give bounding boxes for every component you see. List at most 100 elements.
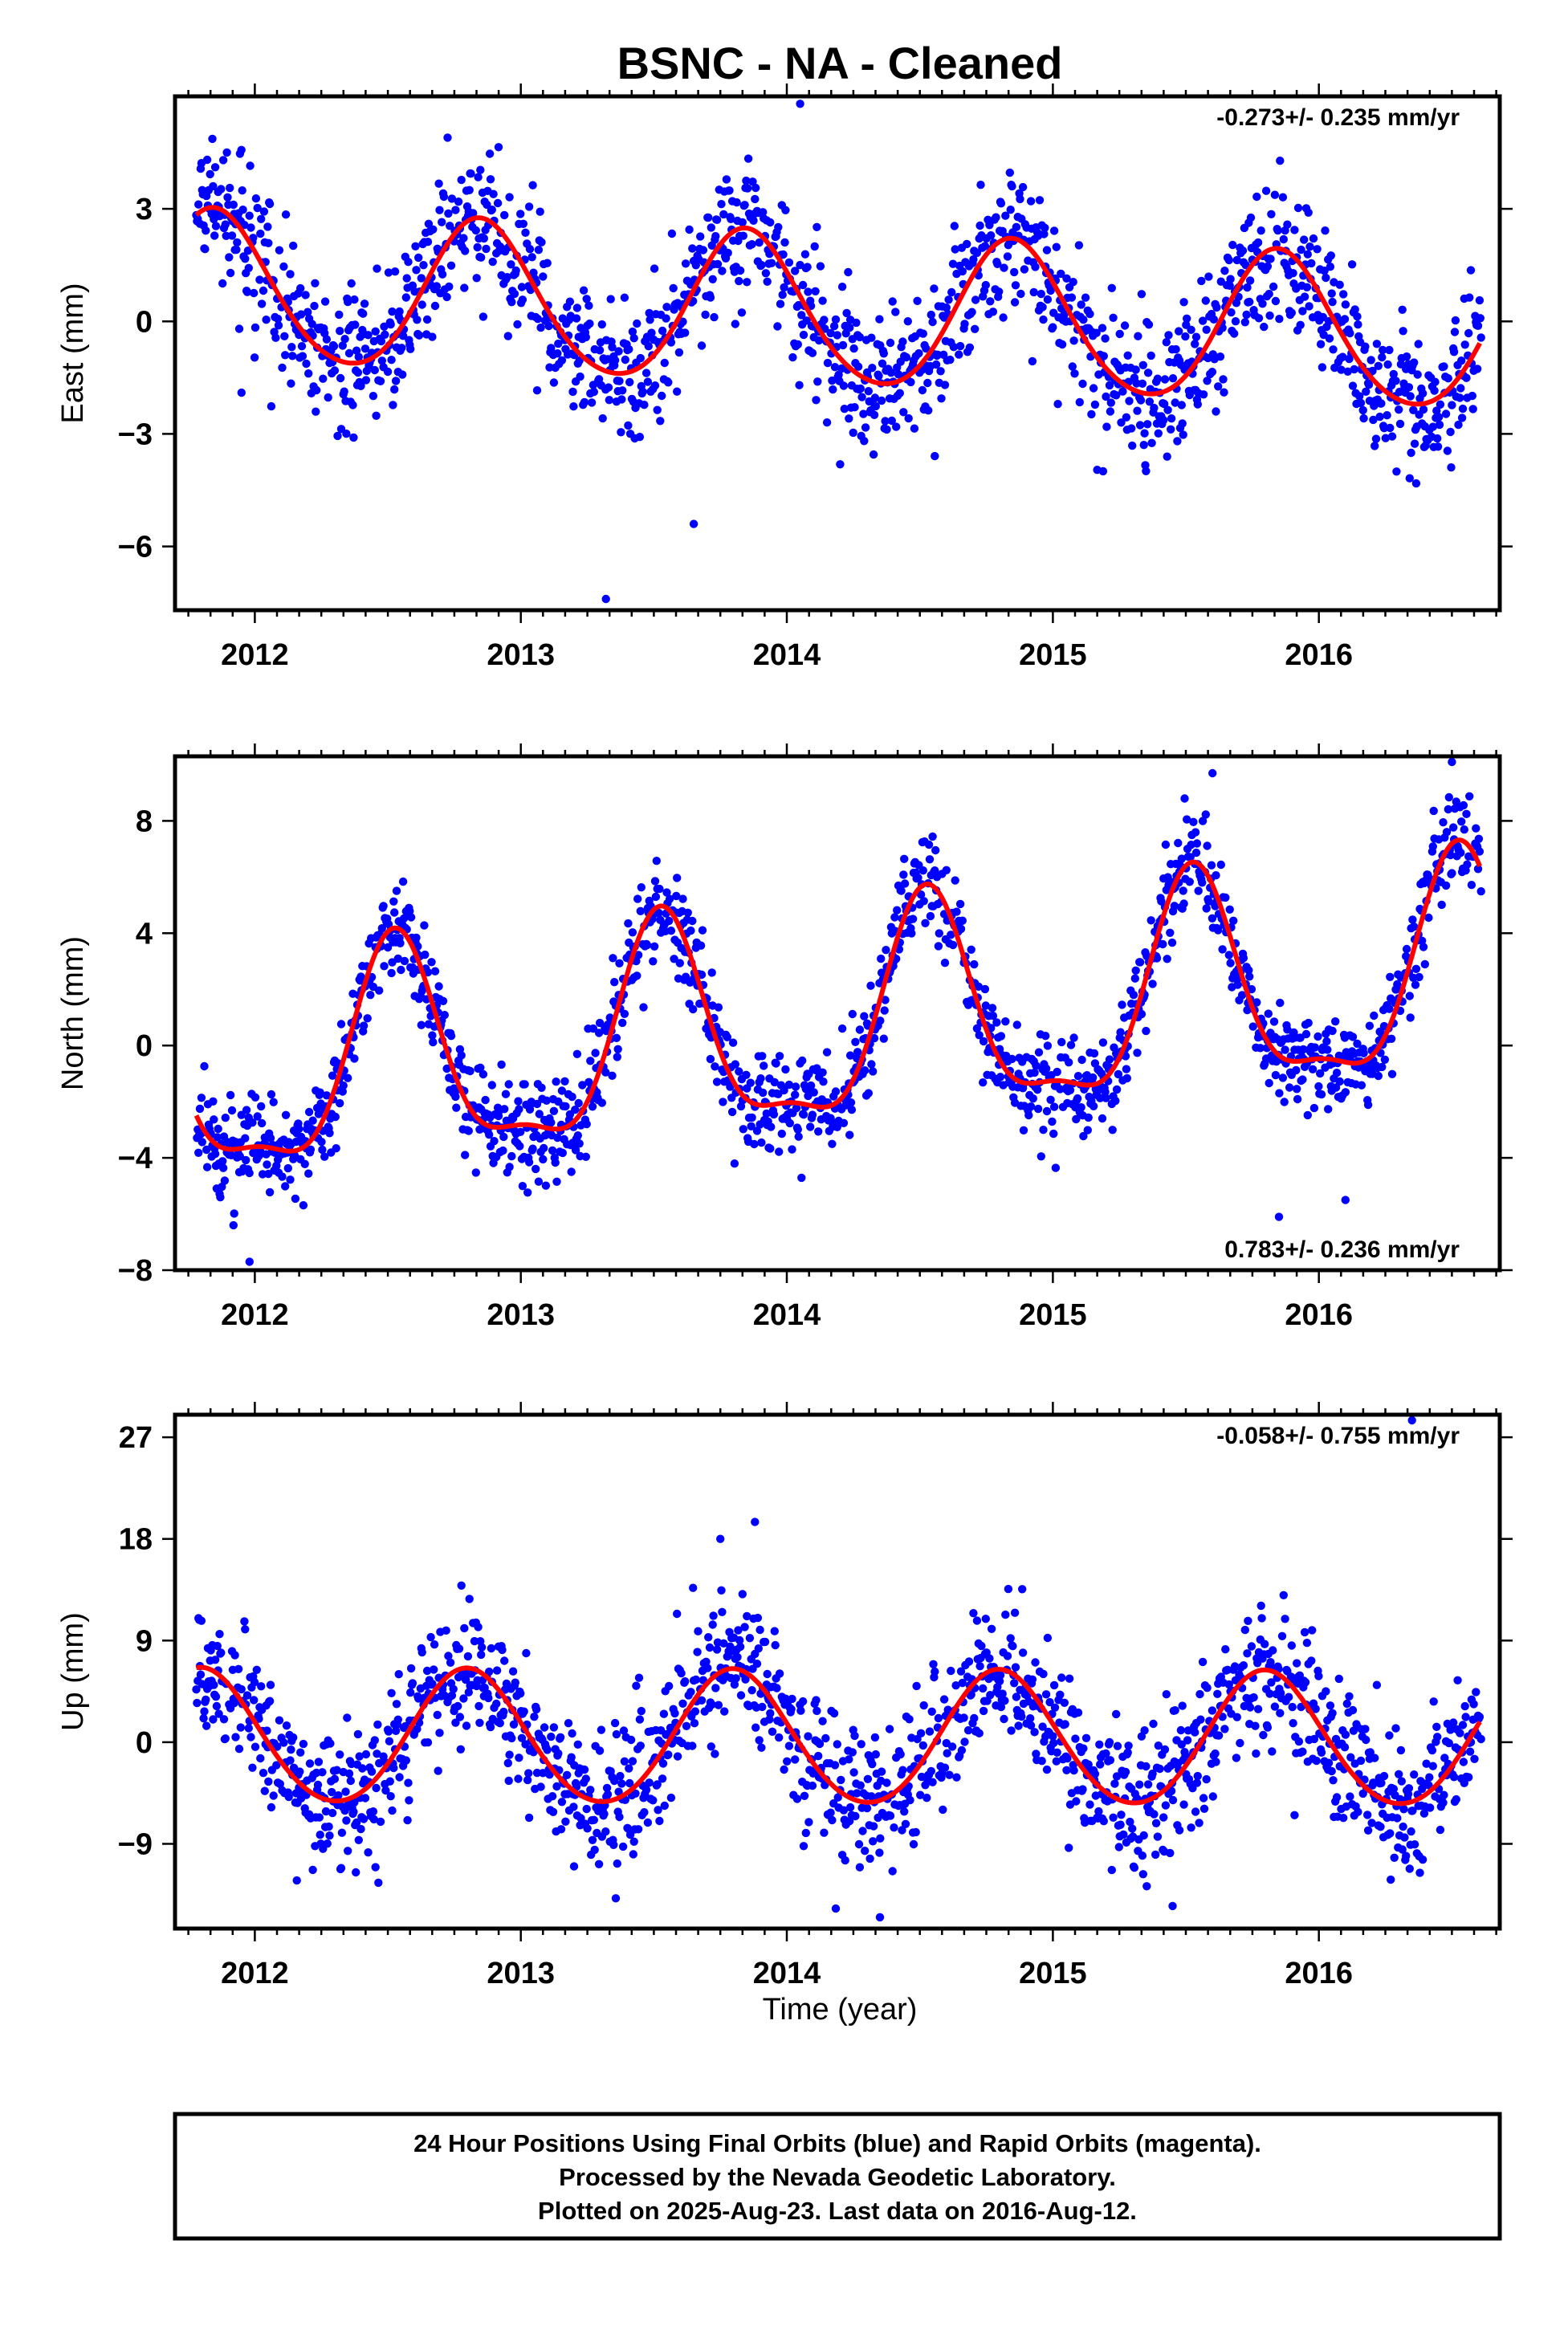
up-data-point bbox=[1114, 1843, 1124, 1851]
up-data-point bbox=[885, 1725, 894, 1733]
up-data-point bbox=[324, 1822, 333, 1831]
up-data-point bbox=[804, 1818, 813, 1827]
up-data-point bbox=[1052, 1757, 1061, 1766]
up-data-point bbox=[736, 1691, 746, 1700]
up-data-point bbox=[654, 1806, 662, 1815]
up-data-point bbox=[210, 1656, 220, 1664]
up-data-point bbox=[257, 1682, 266, 1691]
up-data-point bbox=[1073, 1708, 1083, 1717]
east-data-point bbox=[747, 240, 756, 249]
north-data-point bbox=[992, 1018, 1001, 1027]
up-data-point bbox=[763, 1669, 772, 1679]
north-data-point bbox=[610, 978, 619, 987]
east-data-point bbox=[698, 246, 708, 255]
north-data-point bbox=[1198, 878, 1207, 887]
east-data-point bbox=[875, 315, 884, 324]
east-data-point bbox=[712, 215, 722, 224]
north-data-point bbox=[675, 959, 684, 967]
north-data-point bbox=[628, 928, 637, 937]
north-data-point bbox=[1335, 1077, 1344, 1086]
north-data-point bbox=[218, 1157, 227, 1166]
east-data-point bbox=[487, 206, 496, 214]
north-data-point bbox=[229, 1220, 238, 1230]
north-data-point bbox=[662, 888, 671, 897]
north-data-point bbox=[890, 913, 899, 922]
up-outlier-point bbox=[1407, 1416, 1416, 1425]
up-data-point bbox=[515, 1754, 523, 1762]
north-data-point bbox=[350, 1054, 359, 1063]
north-data-point bbox=[1229, 916, 1238, 926]
east-data-point bbox=[1389, 369, 1399, 379]
east-data-point bbox=[301, 291, 310, 299]
north-data-point bbox=[227, 1106, 237, 1115]
north-data-point bbox=[248, 1118, 257, 1127]
east-data-point bbox=[1246, 213, 1256, 222]
north-data-point bbox=[1271, 1070, 1281, 1080]
east-data-point bbox=[867, 333, 876, 342]
up-data-point bbox=[703, 1664, 712, 1672]
up-data-point bbox=[609, 1840, 618, 1849]
east-data-point bbox=[430, 301, 440, 311]
north-data-point bbox=[759, 1088, 768, 1098]
east-data-point bbox=[255, 275, 264, 284]
north-data-point bbox=[417, 1020, 426, 1029]
up-data-point bbox=[717, 1586, 726, 1595]
north-data-point bbox=[1179, 899, 1188, 908]
north-data-point bbox=[1221, 893, 1230, 902]
east-data-point bbox=[1074, 241, 1084, 250]
east-data-point bbox=[940, 381, 950, 389]
up-data-point bbox=[1314, 1672, 1323, 1680]
north-data-point bbox=[652, 857, 661, 866]
north-data-point bbox=[574, 1098, 583, 1108]
east-data-point bbox=[525, 245, 535, 254]
north-data-point bbox=[221, 1114, 230, 1122]
east-data-point bbox=[352, 346, 361, 355]
east-data-point bbox=[1460, 340, 1469, 349]
east-data-point bbox=[1378, 352, 1387, 362]
up-data-point bbox=[1117, 1811, 1126, 1819]
up-data-point bbox=[1261, 1640, 1269, 1648]
up-data-point bbox=[845, 1802, 855, 1812]
north-data-point bbox=[706, 1054, 715, 1064]
east-data-point bbox=[972, 248, 982, 258]
east-data-point bbox=[1106, 398, 1116, 407]
east-data-point bbox=[544, 321, 553, 331]
up-data-point bbox=[814, 1751, 823, 1761]
up-data-point bbox=[540, 1723, 549, 1732]
east-data-point bbox=[988, 308, 998, 316]
up-data-point bbox=[1372, 1680, 1382, 1689]
up-data-point bbox=[678, 1699, 687, 1708]
up-data-point bbox=[221, 1734, 230, 1743]
east-data-point bbox=[625, 377, 634, 387]
north-data-point bbox=[1293, 1094, 1302, 1104]
up-data-point bbox=[465, 1595, 474, 1603]
up-data-point bbox=[985, 1654, 994, 1663]
up-data-point bbox=[1135, 1780, 1144, 1789]
east-data-point bbox=[537, 238, 546, 246]
east-data-point bbox=[1099, 352, 1109, 360]
north-data-point bbox=[200, 1061, 209, 1071]
north-data-point bbox=[1096, 1094, 1105, 1102]
up-data-point bbox=[1043, 1633, 1053, 1643]
north-data-point bbox=[328, 1071, 337, 1080]
east-data-point bbox=[914, 348, 923, 358]
north-data-point bbox=[746, 1078, 755, 1087]
east-data-point bbox=[1465, 293, 1474, 302]
north-data-point bbox=[380, 962, 389, 971]
east-data-point bbox=[373, 264, 381, 273]
east-data-point bbox=[1225, 281, 1234, 290]
east-data-point bbox=[222, 148, 231, 157]
east-data-point bbox=[553, 349, 562, 358]
east-data-point bbox=[732, 198, 741, 207]
up-data-point bbox=[1130, 1864, 1139, 1872]
east-data-point bbox=[1402, 352, 1411, 361]
north-data-point bbox=[429, 1037, 438, 1047]
up-data-point bbox=[987, 1624, 996, 1634]
up-data-point bbox=[1460, 1778, 1469, 1787]
up-data-point bbox=[618, 1842, 628, 1851]
north-data-point bbox=[756, 1074, 765, 1083]
north-data-point bbox=[845, 1051, 855, 1060]
up-data-point bbox=[1196, 1715, 1205, 1724]
north-data-point bbox=[257, 1102, 266, 1111]
east-frame bbox=[173, 94, 1502, 613]
